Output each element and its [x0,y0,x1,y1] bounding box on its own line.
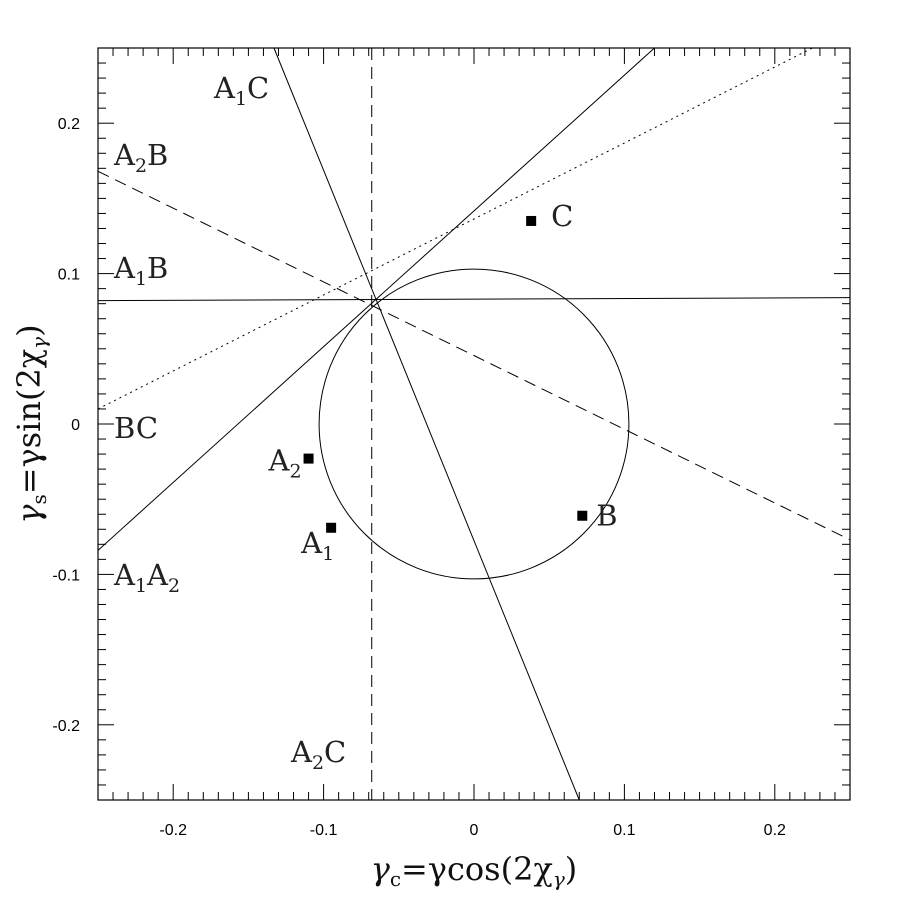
line-bc [97,47,813,410]
x-tick-label: -0.1 [310,822,338,839]
point-a2 [303,453,314,464]
point-label-c: C [551,199,573,233]
point-label-a1: A1 [300,526,334,565]
points [303,215,588,533]
line-label-a1a2: A1A2 [113,558,180,597]
line-label-a2b: A2B [113,138,168,177]
point-a1 [326,522,337,533]
x-tick-label: -0.2 [159,822,187,839]
x-tick-label: 0 [470,822,479,839]
tick-labels: -0.2 -0.1 0 0.1 0.2 -0.2 -0.1 0 0.1 0.2 [52,116,786,839]
line-a1a2 [97,47,655,551]
x-axis-title: γc=γcos(2χγ) [371,850,578,891]
plot-frame [97,47,851,801]
line-label-bc: BC [114,411,158,445]
circle [318,268,630,580]
point-b [577,510,588,521]
y-tick-label: 0.1 [58,267,80,284]
line-label-a2c: A2C [290,735,346,774]
point-label-a2: A2 [268,444,302,483]
line-a1b [97,297,851,302]
line-label-a1b: A1B [113,251,168,290]
line-label-a1c: A1C [213,71,269,110]
major-ticks [98,48,850,800]
y-axis-title: γs=γsin(2χγ) [10,324,51,523]
point-label-b: B [596,499,617,533]
y-tick-label: -0.2 [52,718,80,735]
x-tick-label: 0.2 [764,822,786,839]
y-tick-label: -0.1 [52,567,80,584]
y-tick-label: 0 [71,417,80,434]
x-tick-label: 0.1 [613,822,635,839]
y-tick-label: 0.2 [58,116,80,133]
series-lines [97,47,851,801]
point-c [526,215,537,226]
line-a2b [97,170,851,541]
line-a1c [273,47,580,801]
point-labels: A1 A2 B C [268,199,618,565]
minor-ticks [98,48,850,800]
